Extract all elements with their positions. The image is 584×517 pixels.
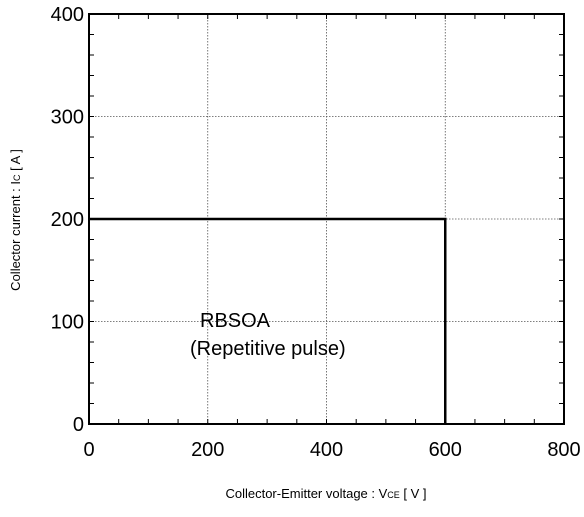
x-tick-label: 600 <box>429 439 462 461</box>
x-axis-title-main: Collector-Emitter voltage : V <box>225 486 387 501</box>
y-axis-title-main: Collector current : I <box>8 181 23 291</box>
y-axis-title-unit: [ A ] <box>8 149 23 174</box>
y-tick-labels: 0 100 200 300 400 <box>51 4 84 436</box>
x-axis-title: Collector-Emitter voltage : VCE [ V ] <box>225 486 426 501</box>
x-tick-label: 0 <box>83 439 94 461</box>
y-axis-title-subscript: C <box>12 174 22 181</box>
y-tick-label: 300 <box>51 107 84 129</box>
annotation-repetitive-pulse: (Repetitive pulse) <box>190 338 346 360</box>
annotation-rbsoa: RBSOA <box>200 310 271 332</box>
rbsoa-boundary-line <box>89 217 447 424</box>
x-tick-label: 200 <box>191 439 224 461</box>
y-axis-title: Collector current : IC [ A ] <box>8 149 23 291</box>
y-tick-label: 400 <box>51 4 84 26</box>
x-axis-title-subscript: CE <box>387 490 400 500</box>
x-tick-labels: 0 200 400 600 800 <box>83 439 580 461</box>
y-tick-label: 0 <box>73 414 84 436</box>
x-tick-label: 400 <box>310 439 343 461</box>
y-tick-label: 200 <box>51 209 84 231</box>
x-tick-label: 800 <box>547 439 580 461</box>
x-axis-title-unit: [ V ] <box>400 486 427 501</box>
y-tick-label: 100 <box>51 312 84 334</box>
